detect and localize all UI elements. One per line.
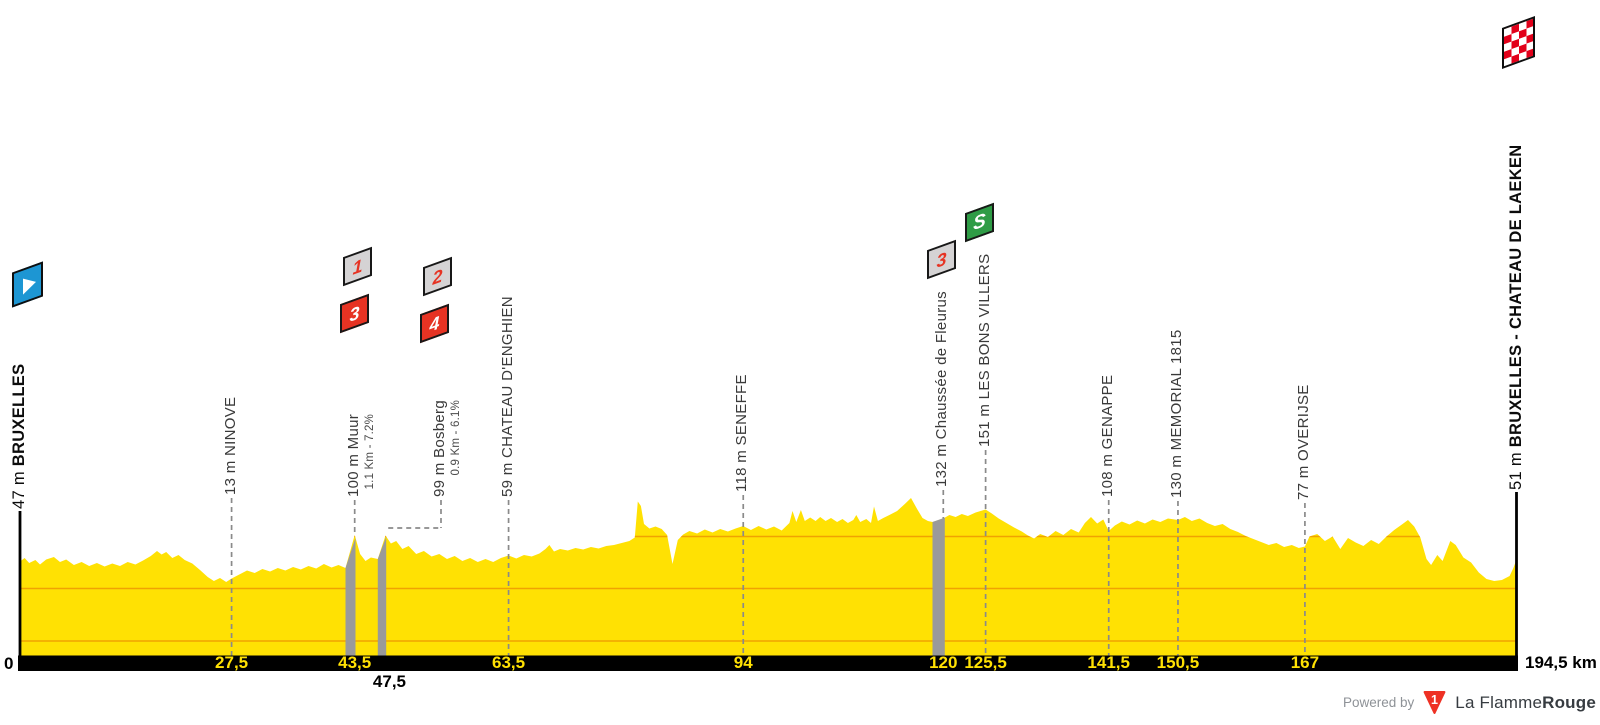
powered-by: Powered by 1 La FlammeRouge — [1343, 690, 1596, 715]
waypoint-name: LES BONS VILLERS — [975, 253, 993, 400]
waypoint-name: NINOVE — [221, 396, 239, 456]
waypoint-name: Chaussée de Fleurus — [933, 291, 951, 440]
waypoint-label: 132 m Chaussée de Fleurus — [933, 291, 951, 487]
waypoint-label: 151 m LES BONS VILLERS — [976, 254, 994, 447]
km-tick-label: 63,5 — [492, 653, 526, 672]
km-tick-label: 141,5 — [1087, 653, 1130, 672]
waypoint-label: 100 m Muur 1.1 Km - 7.2% — [345, 414, 378, 497]
climb-number-icon: 2 — [423, 256, 452, 297]
climb-category-icon: 4 — [420, 303, 449, 344]
waypoint-elevation: 13 m — [221, 455, 239, 495]
waypoint-label: 118 m SENEFFE — [733, 374, 751, 492]
climb-band — [377, 536, 387, 656]
waypoint-label: 77 m OVERIJSE — [1295, 384, 1313, 500]
waypoint-elevation: 151 m — [975, 399, 993, 447]
climb-band — [932, 517, 945, 656]
waypoint-elevation: 130 m — [1167, 450, 1185, 498]
waypoint-label: 51 m BRUXELLES - CHATEAU DE LAEKEN — [1506, 145, 1527, 490]
waypoint-label: 130 m MEMORIAL 1815 — [1168, 329, 1186, 498]
waypoint-label: 59 m CHATEAU D'ENGHIEN — [499, 296, 517, 497]
waypoint-name: MEMORIAL 1815 — [1167, 329, 1185, 451]
waypoint-name: CHATEAU D'ENGHIEN — [498, 296, 516, 458]
waypoint-name: BRUXELLES — [10, 363, 28, 467]
climb-band — [345, 537, 356, 656]
brand-first: La Flamme — [1455, 692, 1543, 712]
svg-text:1: 1 — [1431, 693, 1438, 707]
km-start-label: 0 — [4, 653, 14, 673]
climb-category-icon: 3 — [340, 293, 369, 334]
finish-flag-icon — [1502, 15, 1535, 70]
distance-bar — [18, 655, 1518, 671]
km-tick-label: 150,5 — [1156, 653, 1200, 672]
waypoint-label: 108 m GENAPPE — [1099, 375, 1117, 497]
climb-number-icon: 3 — [927, 239, 956, 280]
waypoint-elevation: 51 m — [1506, 447, 1525, 490]
waypoint-elevation: 47 m — [10, 466, 28, 509]
waypoint-elevation: 77 m — [1294, 460, 1312, 500]
waypoint-name: Muur — [344, 413, 362, 450]
waypoint-elevation: 59 m — [498, 457, 516, 497]
waypoint-elevation: 132 m — [933, 439, 951, 487]
km-tick-label: 27,5 — [215, 653, 249, 672]
waypoint-label: 13 m NINOVE — [222, 397, 240, 495]
km-tick-label: 167 — [1290, 653, 1320, 672]
powered-by-text: Powered by — [1343, 695, 1415, 710]
km-tick-label: 47,5 — [372, 672, 407, 691]
brand-second: Rouge — [1542, 692, 1597, 712]
elevation-profile-area — [20, 498, 1517, 656]
climb-stats: 1.1 Km - 7.2% — [363, 413, 376, 490]
waypoint-name: OVERIJSE — [1294, 384, 1312, 461]
lfr-logo-icon: 1 — [1422, 690, 1447, 715]
brand-name: La FlammeRouge — [1455, 693, 1596, 713]
play-triangle — [22, 273, 36, 295]
km-tick-label: 120 — [929, 653, 958, 672]
climb-number-icon: 1 — [343, 246, 372, 287]
sprint-icon: S — [965, 202, 994, 243]
waypoint-elevation: 100 m — [344, 449, 362, 497]
waypoint-elevation: 118 m — [733, 445, 751, 492]
km-tick-label: 94 — [733, 653, 753, 672]
waypoint-label: 47 m BRUXELLES — [9, 364, 30, 509]
km-tick-label: 125,5 — [964, 653, 1007, 672]
waypoint-name: SENEFFE — [733, 374, 751, 446]
waypoint-name: BRUXELLES - CHATEAU DE LAEKEN — [1506, 144, 1525, 448]
km-tick-label: 43,5 — [338, 653, 372, 672]
waypoint-name: Bosberg — [431, 400, 448, 458]
waypoint-elevation: 108 m — [1098, 449, 1116, 497]
waypoint-label: 99 m Bosberg 0.9 Km - 6.1% — [431, 400, 464, 497]
climb-stats: 0.9 Km - 6.1% — [450, 400, 462, 476]
start-flag-icon — [12, 261, 43, 308]
waypoint-elevation: 99 m — [431, 457, 448, 497]
km-total-label: 194,5 km — [1525, 653, 1597, 672]
waypoint-name: GENAPPE — [1098, 374, 1116, 450]
